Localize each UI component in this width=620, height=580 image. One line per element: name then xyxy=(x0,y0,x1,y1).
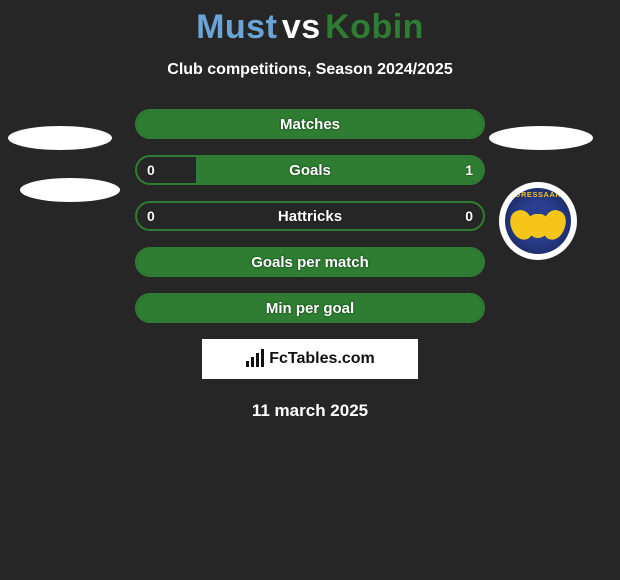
stat-right-value: 1 xyxy=(465,157,473,183)
player2-club-badge: KURESSAARE xyxy=(499,182,577,260)
stat-right-value: 0 xyxy=(465,203,473,229)
player2-photo-placeholder xyxy=(489,126,593,150)
stat-label: Goals per match xyxy=(137,249,483,275)
page-title: Must vs Kobin xyxy=(0,0,620,47)
club-badge-text: KURESSAARE xyxy=(505,192,571,199)
player1-name: Must xyxy=(196,8,277,46)
brand-text: FcTables.com xyxy=(269,350,375,368)
stat-label: Hattricks xyxy=(137,203,483,229)
club-badge-inner: KURESSAARE xyxy=(505,188,571,254)
stat-row: 0Goals1 xyxy=(135,155,485,185)
stat-row: Min per goal xyxy=(135,293,485,323)
player1-photo-placeholder xyxy=(8,126,112,150)
subtitle: Club competitions, Season 2024/2025 xyxy=(0,61,620,79)
stat-label: Goals xyxy=(137,157,483,183)
bar-chart-icon xyxy=(245,349,265,369)
stat-label: Matches xyxy=(137,111,483,137)
vs-label: vs xyxy=(282,8,321,46)
date-label: 11 march 2025 xyxy=(0,401,620,421)
stat-row: Goals per match xyxy=(135,247,485,277)
stat-row: 0Hattricks0 xyxy=(135,201,485,231)
badge-shield-icon xyxy=(528,214,548,238)
stat-label: Min per goal xyxy=(137,295,483,321)
player1-club-placeholder xyxy=(20,178,120,202)
stats-panel: Matches0Goals10Hattricks0Goals per match… xyxy=(135,109,485,323)
brand-box: FcTables.com xyxy=(202,339,418,379)
player2-name: Kobin xyxy=(325,8,424,46)
stat-row: Matches xyxy=(135,109,485,139)
